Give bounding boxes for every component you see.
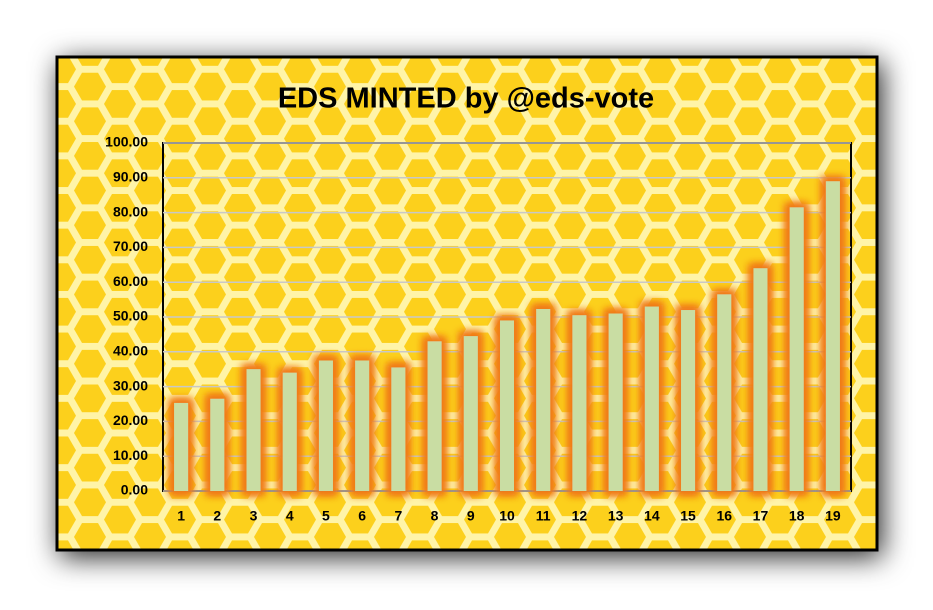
x-tick-label: 16	[716, 508, 732, 524]
x-tick-label: 6	[358, 508, 366, 524]
bar	[318, 360, 333, 491]
x-tick-label: 17	[753, 508, 769, 524]
bar	[536, 308, 551, 491]
bar	[500, 320, 514, 491]
y-tick-label: 0.00	[121, 482, 148, 498]
bar	[825, 181, 840, 491]
x-tick-label: 9	[467, 508, 475, 524]
x-tick-label: 2	[213, 508, 221, 524]
bar	[681, 310, 696, 491]
x-tick-label: 1	[177, 508, 185, 524]
x-tick-label: 13	[608, 508, 624, 524]
y-tick-label: 10.00	[113, 447, 148, 463]
x-tick-label: 11	[536, 508, 551, 524]
x-tick-label: 15	[680, 508, 696, 524]
y-tick-label: 90.00	[113, 169, 148, 185]
y-tick-label: 70.00	[113, 238, 148, 254]
y-tick-label: 20.00	[113, 412, 148, 428]
x-tick-label: 10	[499, 508, 515, 524]
bar	[608, 313, 623, 491]
x-tick-label: 18	[789, 508, 805, 524]
x-tick-label: 7	[394, 508, 402, 524]
bar	[210, 398, 225, 491]
x-tick-label: 19	[825, 508, 841, 524]
bar	[644, 306, 659, 491]
bar	[463, 336, 478, 491]
bar	[717, 294, 732, 491]
y-tick-label: 100.00	[105, 134, 148, 150]
bar	[391, 367, 406, 491]
bar	[427, 341, 442, 491]
bar	[572, 315, 587, 491]
x-tick-label: 3	[250, 508, 258, 524]
bar	[753, 268, 768, 491]
bar	[246, 369, 261, 491]
x-tick-label: 12	[572, 508, 588, 524]
y-tick-label: 50.00	[113, 308, 148, 324]
y-tick-label: 80.00	[113, 203, 148, 219]
y-tick-label: 60.00	[113, 273, 148, 289]
bar	[355, 360, 370, 491]
bar	[789, 207, 804, 491]
bar	[174, 402, 189, 491]
x-tick-label: 14	[644, 508, 660, 524]
x-tick-label: 4	[286, 508, 294, 524]
y-tick-label: 30.00	[113, 377, 148, 393]
bar	[282, 372, 297, 491]
x-tick-label: 5	[322, 508, 330, 524]
x-tick-label: 8	[431, 508, 439, 524]
y-tick-label: 40.00	[113, 343, 148, 359]
chart-title: EDS MINTED by @eds-vote	[278, 83, 654, 115]
